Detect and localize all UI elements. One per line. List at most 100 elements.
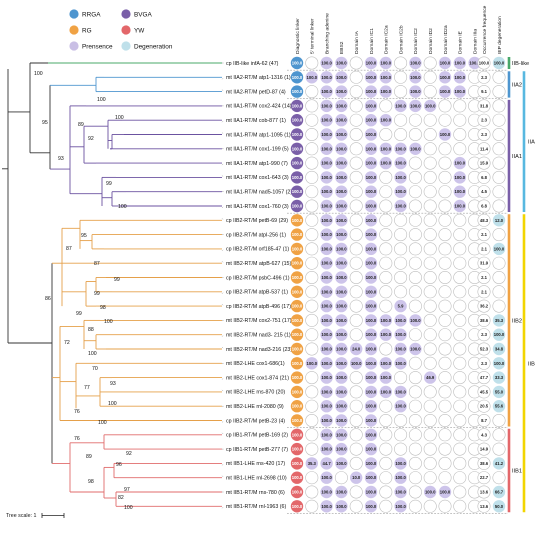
presence-cell (438, 170, 452, 184)
presence-cell (438, 228, 452, 242)
presence-value: 100.0 (321, 447, 332, 452)
presence-value: 100.0 (395, 175, 406, 180)
presence-cell (438, 342, 452, 356)
occurrence-value: 13.6 (480, 490, 489, 495)
presence-cell (394, 270, 408, 284)
presence-value: 100.0 (366, 61, 377, 66)
occurrence-value: 9.1 (481, 89, 487, 94)
diagnostic-linker-dot (290, 428, 304, 441)
group-label: IIA1 (512, 154, 522, 160)
presence-cell (305, 213, 319, 227)
occurrence-cell (477, 56, 491, 70)
presence-cell (350, 357, 363, 370)
column-header: 5' terminal linker (310, 18, 316, 54)
presence-cell (364, 371, 378, 384)
presence-value: 100.0 (336, 289, 347, 294)
diagnostic-linker-dot (290, 171, 304, 184)
presence-cell (394, 228, 408, 242)
presence-value: 24.0 (352, 347, 361, 352)
presence-cell (409, 142, 422, 155)
presence-cell (379, 213, 393, 227)
presence-cell (349, 428, 363, 442)
presence-cell (379, 385, 392, 399)
presence-value: 100.0 (455, 61, 466, 66)
presence-cell (364, 271, 378, 284)
presence-cell (305, 156, 319, 170)
presence-value: 100.0 (321, 504, 332, 509)
bootstrap-value: 93 (58, 156, 64, 162)
leaf-label: cp IIB2-RT/M atpI-256 (1) (226, 232, 286, 238)
leaf-labels: cp IIB-like infA-62 (47) mt IIA2-RT/M atp… (226, 61, 292, 510)
presence-cell (349, 185, 363, 199)
presence-cell (453, 328, 467, 342)
presence-cell (394, 299, 407, 313)
diagnostic-linker-value: 100.0 (292, 389, 303, 394)
occurrence-value: 15.9 (480, 161, 489, 166)
presence-value: 100.0 (366, 161, 377, 166)
occurrence-cell (477, 356, 491, 370)
occurrence-cell (477, 128, 491, 142)
diagnostic-linker-value: 100.0 (292, 504, 303, 509)
occurrence-value: 2.3 (481, 75, 487, 80)
presence-cell (379, 71, 392, 84)
presence-cell (364, 185, 378, 198)
column-header: Domain ID2a (443, 25, 449, 54)
iep-degeneration-cell (492, 185, 506, 199)
legend-swatch-degeneration (121, 41, 131, 51)
presence-value: 100.0 (366, 418, 377, 423)
presence-cell (364, 128, 378, 141)
presence-cell (424, 371, 437, 384)
presence-value: 100.0 (410, 61, 421, 66)
presence-cell (394, 199, 407, 213)
bootstrap-value: 72 (64, 340, 70, 346)
presence-value: 100.0 (410, 146, 421, 151)
presence-value: 100.0 (336, 375, 347, 380)
presence-cell (408, 170, 422, 184)
presence-value: 100.0 (395, 332, 406, 337)
group-label: IIB2 (512, 318, 522, 324)
presence-cell (379, 142, 392, 155)
iep-degeneration-cell (492, 214, 506, 227)
iep-degeneration-cell (492, 270, 506, 284)
column-header: Domain IIIa (472, 29, 478, 54)
presence-value: 100.0 (366, 189, 377, 194)
occurrence-value: 6.8 (481, 175, 487, 180)
iep-degeneration-value: 55.0 (495, 389, 504, 394)
presence-cell (408, 156, 422, 170)
bootstrap-value: 89 (86, 454, 92, 460)
presence-cell (408, 428, 422, 442)
presence-cell (453, 456, 467, 470)
presence-cell (394, 185, 407, 198)
occurrence-cell (477, 156, 491, 170)
presence-value: 100.0 (381, 89, 392, 94)
presence-value: 100.0 (366, 432, 377, 437)
presence-cell (335, 271, 348, 284)
diagnostic-linker-value: 100.0 (292, 103, 303, 108)
presence-value: 100.0 (395, 189, 406, 194)
presence-cell (305, 499, 319, 513)
presence-cell (408, 128, 422, 142)
occurrence-value: 2.3 (481, 332, 487, 337)
presence-cell (453, 242, 467, 256)
presence-cell (423, 442, 437, 456)
presence-cell (438, 185, 452, 199)
presence-cell (453, 299, 467, 313)
leader-lines (221, 62, 225, 509)
presence-cell (423, 285, 437, 299)
presence-cell (364, 428, 378, 441)
legend-label: Degeneration (134, 43, 173, 50)
presence-cell (453, 156, 466, 170)
iep-degeneration-cell (492, 342, 506, 356)
iep-degeneration-cell (492, 128, 506, 142)
presence-value: 100.0 (366, 232, 377, 237)
occurrence-value: 2.3 (481, 118, 487, 123)
presence-cell (305, 113, 319, 127)
occurrence-cell (477, 399, 491, 413)
iep-degeneration-cell (492, 199, 506, 213)
presence-cell (394, 371, 408, 385)
presence-value: 100.0 (336, 275, 347, 280)
presence-cell (320, 285, 333, 298)
presence-value: 100.0 (321, 161, 332, 166)
leaf-label: mt IIA2-RT/M petD-87 (4) (226, 89, 286, 95)
diagnostic-linker-dot (290, 99, 304, 113)
